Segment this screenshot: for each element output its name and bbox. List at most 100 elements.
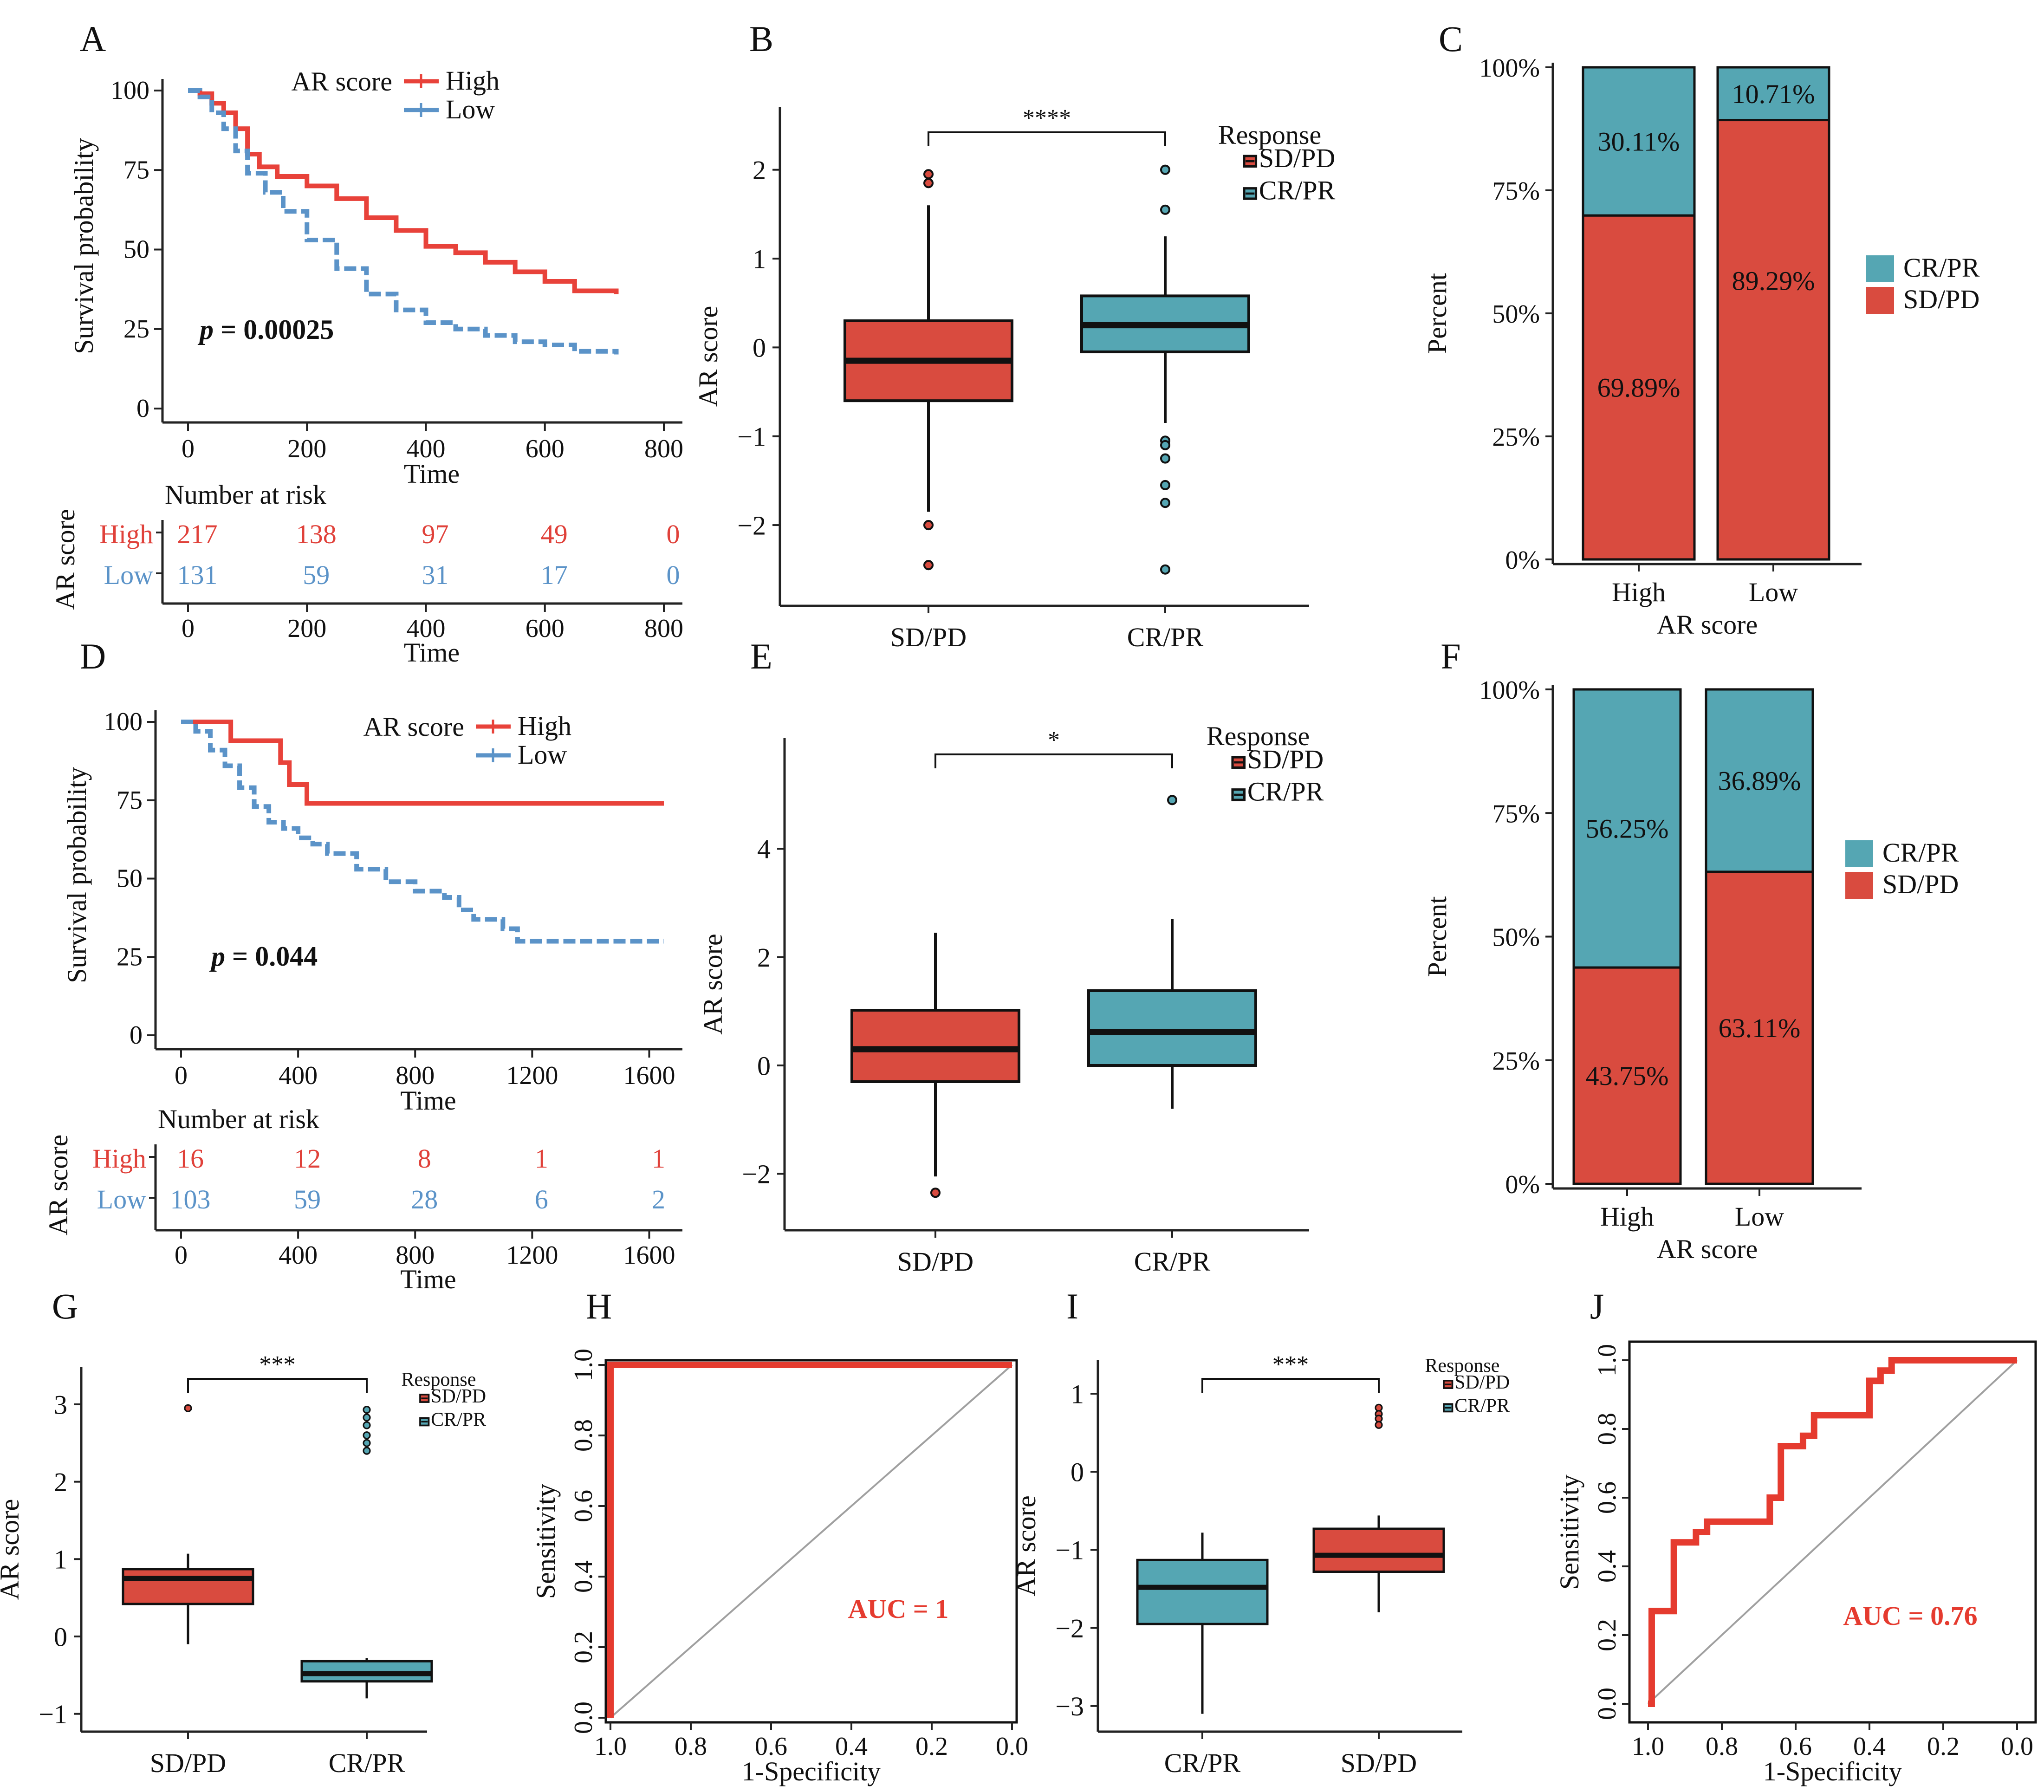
y-tick-label: 3 <box>54 1389 67 1420</box>
legend-title: AR score <box>363 712 464 742</box>
roc-curve <box>1648 1357 2017 1707</box>
risk-table-a: Number at risk AR score High 217 138 97 49 0 Low… <box>50 480 683 668</box>
x-tick-label: 0.2 <box>1927 1732 1960 1761</box>
y-axis-label: Sensitivity <box>531 1484 561 1599</box>
y-tick-label: 50 <box>117 864 143 893</box>
x-tick-label: 0.6 <box>1779 1732 1812 1761</box>
x-axis-label: 1-Specificity <box>1763 1756 1902 1786</box>
segment-label-sd-pd: 63.11% <box>1719 1013 1801 1043</box>
outlier-point <box>363 1439 371 1447</box>
x-tick-label: SD/PD <box>1341 1748 1417 1778</box>
y-tick-label: 0.8 <box>1593 1413 1622 1445</box>
risk-x-tick-label: 400 <box>407 614 446 643</box>
y-tick-label: 0% <box>1505 1170 1540 1199</box>
stacked-bar-c: 0% 25% 50% 75% 100% Percent AR score 69.89% 30.1… <box>1422 54 1980 640</box>
risk-x-tick-label: 800 <box>644 614 683 643</box>
x-tick-label: SD/PD <box>897 1247 973 1277</box>
y-axis-label: Sensitivity <box>1554 1474 1584 1590</box>
y-tick-label: 0.6 <box>569 1490 598 1522</box>
box-sd-pd <box>122 1404 254 1644</box>
panel-letter-f: F <box>1441 636 1460 676</box>
panel-letter-h: H <box>586 1286 612 1326</box>
x-tick-label: High <box>1612 577 1666 607</box>
x-axis-label: Time <box>404 459 460 489</box>
box-body <box>1312 1527 1445 1573</box>
x-tick-label: 200 <box>287 435 326 463</box>
y-tick-label: 50% <box>1492 300 1540 329</box>
bar-low: 63.11% 36.89% <box>1705 688 1814 1185</box>
significance-stars: *** <box>1272 1351 1309 1378</box>
risk-table-d: Number at risk AR score High 16 12 8 1 1 Low 103 5… <box>43 1104 682 1294</box>
outlier-point <box>1160 164 1171 175</box>
x-tick-label: Low <box>1749 577 1798 607</box>
y-axis-label: AR score <box>693 306 723 407</box>
legend-label-sd-pd: SD/PD <box>1259 143 1335 173</box>
legend-label-cr-pr: CR/PR <box>1903 253 1980 283</box>
outlier-point <box>1160 453 1171 464</box>
x-tick-label: High <box>1600 1201 1654 1232</box>
y-axis-label: Survival probability <box>69 138 99 354</box>
outlier-point <box>363 1406 371 1414</box>
outlier-point <box>1160 204 1171 215</box>
legend-label-sd-pd: SD/PD <box>1903 284 1979 314</box>
x-tick-label: Low <box>1735 1201 1784 1232</box>
legend-label-sd-pd: SD/PD <box>1454 1372 1510 1393</box>
y-tick-label: 0.6 <box>1593 1481 1622 1514</box>
y-tick-label: 1.0 <box>569 1349 598 1381</box>
risk-value: 6 <box>535 1184 548 1214</box>
box-sd-pd <box>850 933 1020 1198</box>
legend-label-sd-pd: SD/PD <box>1882 869 1959 899</box>
y-tick-label: 1.0 <box>1593 1344 1622 1376</box>
roc-curve <box>607 1362 1012 1718</box>
outlier-point <box>363 1421 371 1429</box>
y-tick-label: 0.0 <box>1593 1688 1622 1720</box>
outlier-point <box>1160 440 1171 450</box>
legend-label-high: High <box>446 65 500 96</box>
y-axis-label: AR score <box>0 1499 25 1600</box>
y-tick-label: 100 <box>110 76 149 105</box>
risk-row-label-high: High <box>99 519 153 549</box>
y-tick-label: −2 <box>742 1159 771 1189</box>
outlier-point <box>1375 1421 1383 1429</box>
risk-value: 138 <box>296 519 337 549</box>
y-tick-label: 4 <box>757 834 771 864</box>
km-curve-high <box>188 88 619 294</box>
risk-value: 97 <box>422 519 449 549</box>
x-tick-label: 1200 <box>506 1061 558 1090</box>
legend-title: Response <box>1218 120 1321 150</box>
p-value: p = 0.044 <box>209 941 318 972</box>
stacked-bar-f: 0% 25% 50% 75% 100% Percent AR score 43.75% 56.2… <box>1422 676 1959 1264</box>
outlier-point <box>363 1447 371 1455</box>
box-cr-pr <box>1136 1532 1269 1714</box>
legend-key-sd-pd <box>1845 872 1873 899</box>
x-axis-label: AR score <box>1657 1234 1758 1264</box>
segment-sd-pd <box>1582 214 1696 561</box>
y-axis-label: Percent <box>1422 273 1452 354</box>
km-curve-low <box>181 720 664 944</box>
legend-label-cr-pr: CR/PR <box>1882 838 1959 868</box>
segment-cr-pr <box>1572 688 1682 969</box>
segment-label-cr-pr: 36.89% <box>1718 766 1801 796</box>
y-axis-label: Survival probability <box>62 767 92 983</box>
x-tick-label: CR/PR <box>1127 622 1204 652</box>
x-tick-label: 0.0 <box>996 1732 1028 1761</box>
risk-x-tick-label: 800 <box>396 1241 435 1270</box>
y-tick-label: 50% <box>1492 923 1540 952</box>
legend-label-sd-pd: SD/PD <box>1247 744 1324 774</box>
plot-frame <box>604 1359 1018 1724</box>
risk-value: 17 <box>541 560 568 590</box>
panel-letter-c: C <box>1439 19 1463 59</box>
bar-high: 69.89% 30.11% <box>1582 66 1696 561</box>
risk-value: 103 <box>170 1184 211 1214</box>
significance-stars: *** <box>259 1351 295 1378</box>
y-tick-label: 0 <box>54 1622 67 1652</box>
risk-value: 31 <box>422 560 449 590</box>
significance-stars: **** <box>1023 104 1071 131</box>
y-tick-label: 0 <box>753 333 766 363</box>
